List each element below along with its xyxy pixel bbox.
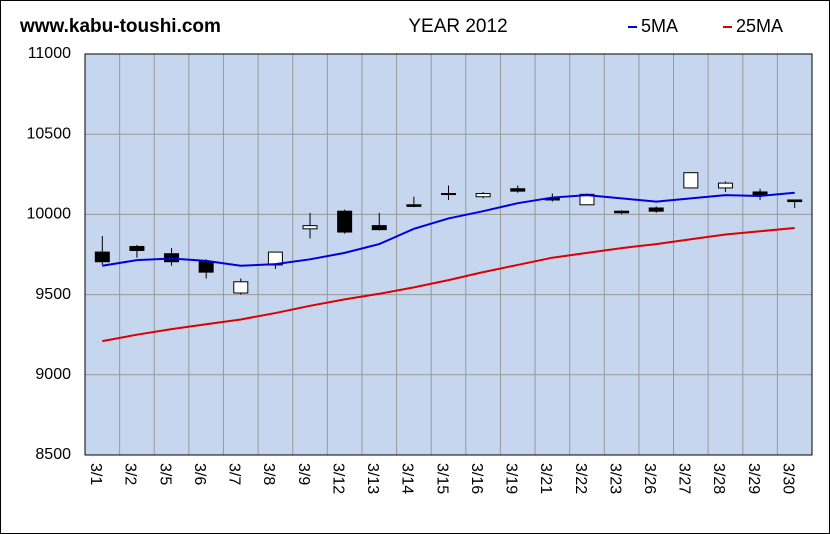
x-tick-label: 3/13 [364,463,381,494]
x-tick-label: 3/28 [710,463,727,494]
ma-line [102,227,795,343]
site-name: www.kabu-toushi.com [19,16,221,37]
x-tick-label: 3/23 [606,463,623,494]
x-tick-label: 3/8 [260,463,277,485]
candle-body [129,245,145,251]
candle-body [302,225,318,230]
x-tick-label: 3/7 [226,463,243,485]
candle-body [648,207,664,212]
x-tick-label: 3/26 [641,463,658,494]
x-tick-label: 3/22 [572,463,589,494]
candle-body [406,204,422,207]
x-tick-label: 3/1 [87,463,104,485]
ma-line [102,191,795,267]
y-tick-label: 11000 [28,45,71,62]
x-tick-label: 3/2 [122,463,139,485]
candle-body [371,225,387,231]
candle-body [787,199,803,203]
legend-label: 5MA [641,16,678,36]
x-tick-label: 3/21 [537,463,554,494]
candle-body [614,210,630,214]
candle-body [510,188,526,192]
y-tick-label: 9500 [35,286,71,303]
y-tick-label: 10000 [27,206,72,223]
x-tick-label: 3/5 [156,463,173,485]
x-tick-label: 3/27 [676,463,693,494]
x-tick-label: 3/15 [433,463,450,494]
plot-area [84,53,813,456]
x-tick-label: 3/12 [329,463,346,494]
y-tick-label: 10500 [27,125,72,142]
x-tick-label: 3/6 [191,463,208,485]
candle-body [198,261,214,273]
y-tick-label: 8500 [35,446,71,463]
candle-body [337,210,353,233]
candle-body [717,182,733,189]
x-tick-label: 3/30 [779,463,796,494]
x-tick-label: 3/14 [399,463,416,494]
legend-label: 25MA [736,16,783,36]
x-tick-label: 3/9 [295,463,312,485]
plot-border [84,53,813,456]
candle-body [94,251,110,263]
candle-body [441,193,456,196]
chart-title: YEAR 2012 [408,16,507,37]
candle-body [683,172,699,189]
x-tick-label: 3/19 [503,463,520,494]
candle-body [475,193,491,198]
y-tick-label: 9000 [35,366,71,383]
candle-body [233,281,249,294]
x-tick-label: 3/29 [745,463,762,494]
x-tick-label: 3/16 [468,463,485,494]
